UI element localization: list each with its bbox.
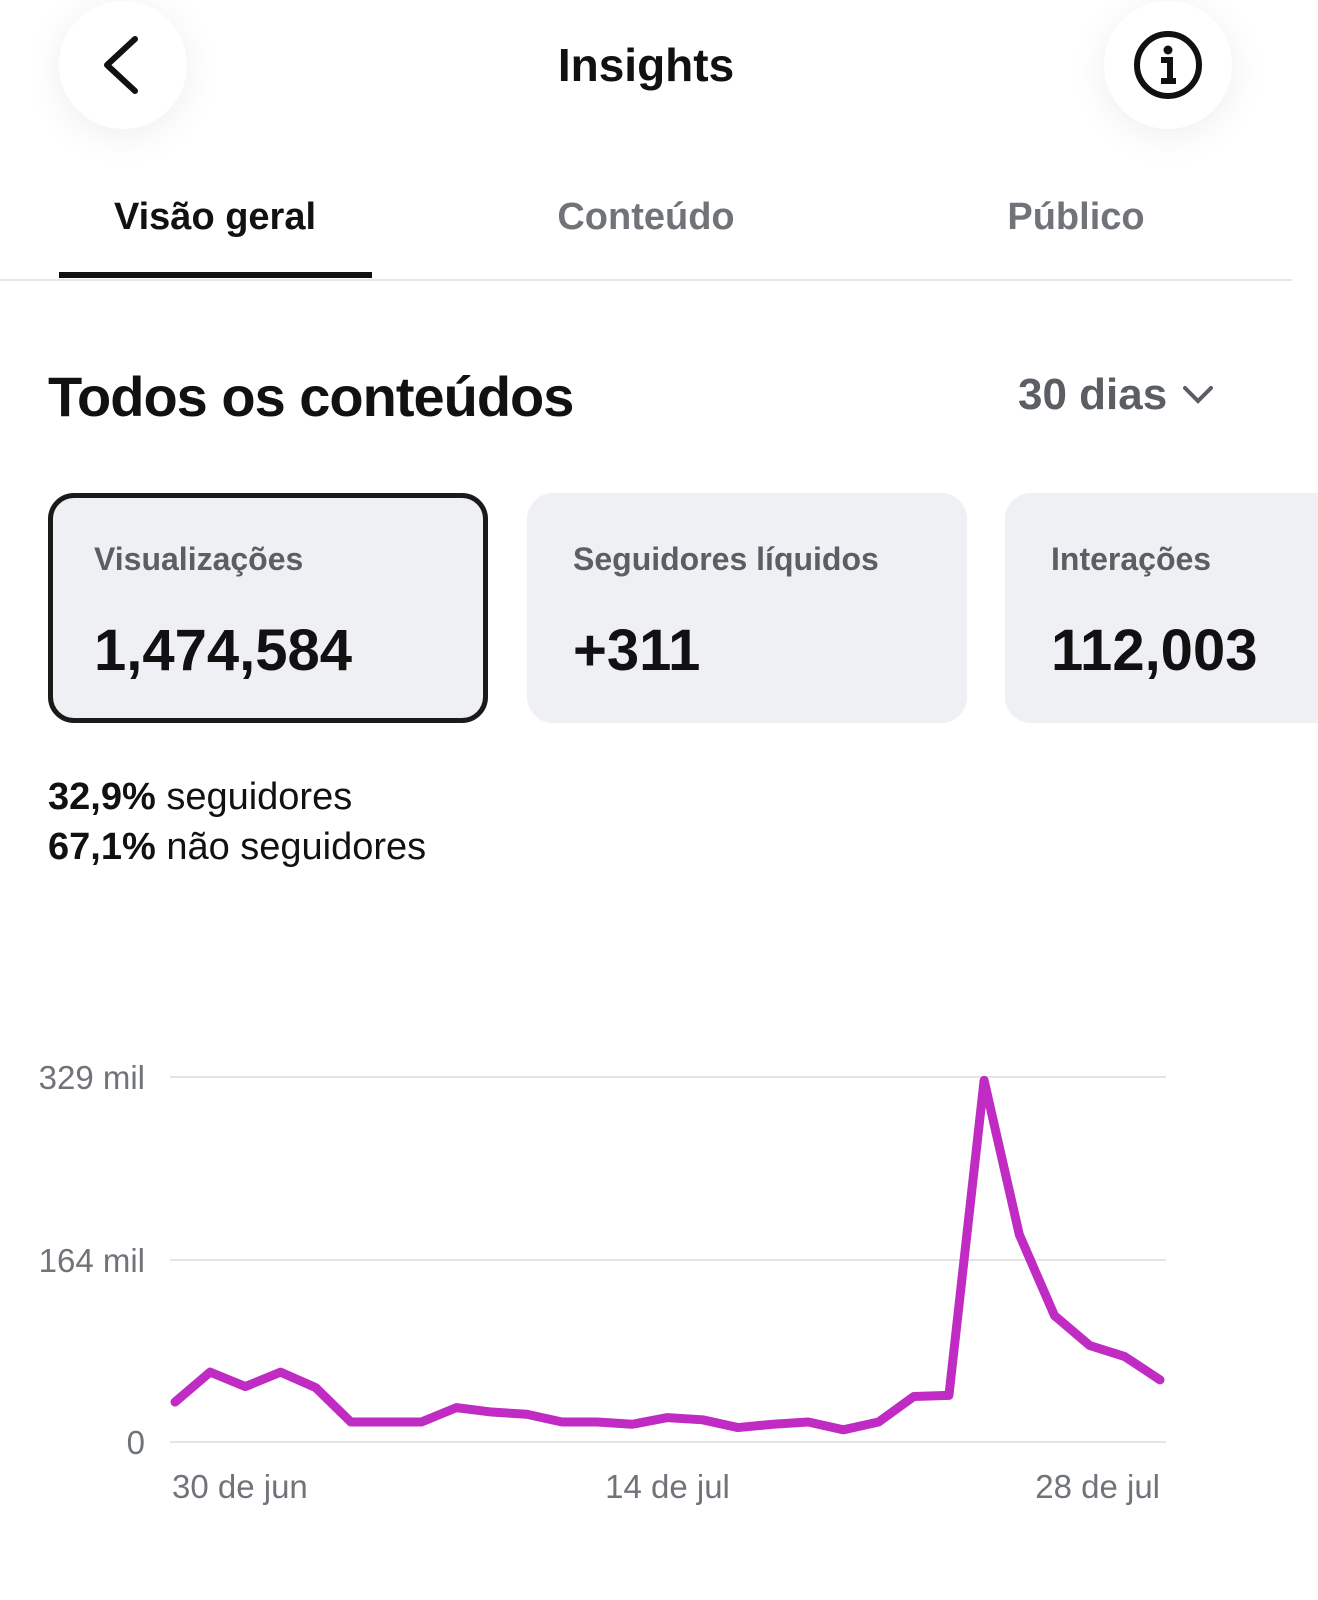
info-button[interactable] [1104,1,1232,129]
info-icon [1134,31,1202,99]
card-label: Interações [1051,541,1212,577]
divider [0,279,1292,281]
breakdown-percent: 32,9% [48,776,156,818]
x-tick-label: 28 de jul [1035,1468,1160,1505]
breakdown-percent: 67,1% [48,826,156,868]
breakdown-label: não seguidores [166,826,427,868]
tab[interactable]: Visão geral [113,196,317,238]
data-line [170,1075,1165,1435]
tab-indicator [59,272,372,278]
chevron-icon [1183,386,1214,404]
metric-card[interactable]: Visualizações 1,474,584 [48,493,488,723]
card-label: Seguidores líquidos [573,541,879,577]
card-label: Visualizações [94,541,304,577]
card-value: 112,003 [1051,618,1258,683]
y-tick-label: 0 [127,1424,145,1461]
breakdown-row: 67,1% não seguidores [48,826,426,869]
tab[interactable]: Público [1007,196,1145,238]
period-selector[interactable]: 30 dias [1018,370,1219,420]
chart: 0 164 mil 329 mil 30 de jun 14 de jul 28 de j… [39,1059,1166,1505]
section-title: Todos os conteúdos [48,365,574,428]
back-button[interactable] [59,1,187,129]
y-tick-label: 329 mil [39,1059,145,1096]
card-value: +311 [573,618,701,683]
y-tick-label: 164 mil [39,1242,145,1279]
tab[interactable]: Conteúdo [557,196,735,238]
x-tick-label: 30 de jun [172,1468,308,1505]
breakdown-label: seguidores [166,776,353,818]
period-label: 30 dias [1018,370,1168,419]
metric-card[interactable]: Seguidores líquidos +311 [527,493,967,723]
x-tick-label: 14 de jul [605,1468,730,1505]
breakdown-row: 32,9% seguidores [48,776,352,819]
metric-card[interactable]: Interações 112,003 [1005,493,1318,723]
page-title: Insights [557,39,735,91]
card-value: 1,474,584 [94,618,353,683]
back-icon [104,36,138,94]
